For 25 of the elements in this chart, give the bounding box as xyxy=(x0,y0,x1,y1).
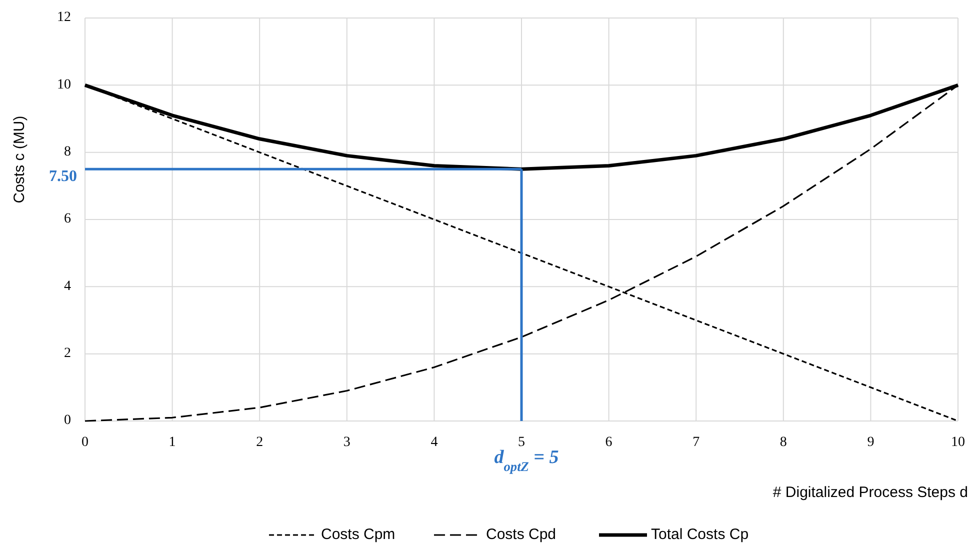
x-tick-label: 5 xyxy=(518,435,525,450)
x-tick-label: 10 xyxy=(951,435,965,450)
x-tick-label: 2 xyxy=(256,435,264,450)
legend-label: Costs Cpm xyxy=(321,526,396,543)
x-tick-label: 3 xyxy=(343,435,350,450)
legend-label: Total Costs Cp xyxy=(651,526,749,543)
y-tick-label: 12 xyxy=(57,10,71,26)
x-tick-label: 4 xyxy=(430,435,438,450)
x-axis-title: # Digitalized Process Steps d xyxy=(772,484,968,501)
x-tick-label: 9 xyxy=(867,435,874,450)
y-tick-label: 2 xyxy=(64,346,71,362)
y-axis-title: Costs c (MU) xyxy=(11,116,28,204)
y-tick-label: 0 xyxy=(64,413,71,428)
y-tick-label: 8 xyxy=(64,144,71,160)
x-tick-label: 6 xyxy=(605,435,612,450)
x-tick-label: 1 xyxy=(168,435,176,450)
x-tick-label: 7 xyxy=(692,435,700,450)
ref-line-label: d$_{optZ}$ = 5 xyxy=(494,447,560,474)
y-tick-label: 6 xyxy=(64,212,71,227)
legend-label: Costs Cpd xyxy=(486,526,556,543)
x-tick-label: 8 xyxy=(780,435,787,450)
y-tick-label: 10 xyxy=(57,77,71,92)
ref-line-label: 7.50 xyxy=(49,168,77,186)
y-tick-label: 4 xyxy=(64,278,71,294)
x-tick-label: 0 xyxy=(82,435,88,450)
